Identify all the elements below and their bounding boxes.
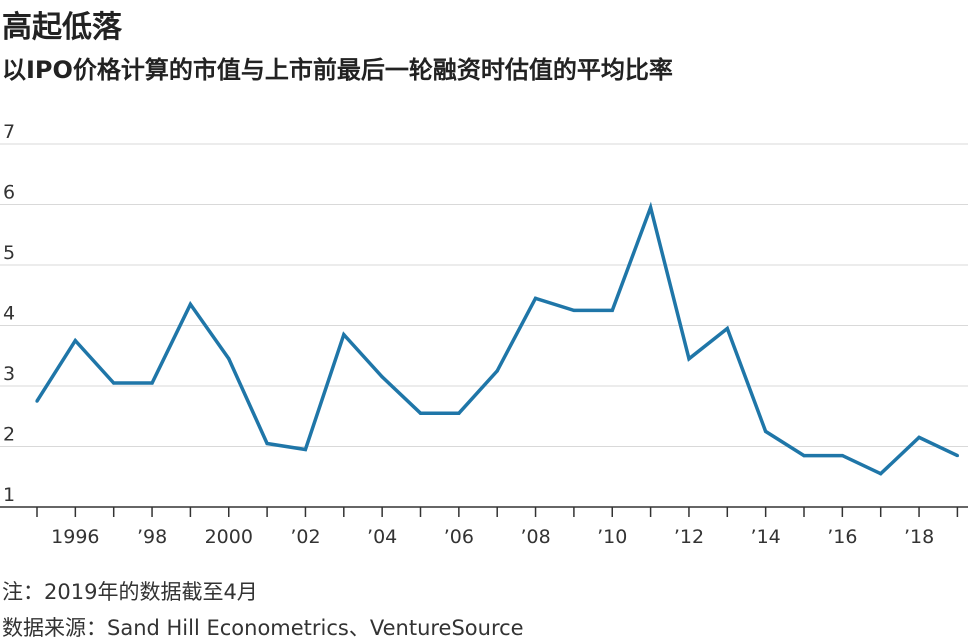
data-point [418, 411, 423, 415]
y-tick-label: 6 [3, 182, 15, 204]
data-point [303, 447, 308, 452]
x-tick-label: ’06 [444, 526, 474, 548]
data-point [649, 205, 653, 210]
x-tick-label: 1996 [51, 526, 99, 548]
x-tick-label: ’12 [674, 526, 704, 548]
y-tick-label: 4 [3, 303, 15, 325]
data-point [572, 308, 576, 312]
data-point [879, 472, 883, 476]
gridlines [0, 143, 968, 508]
x-tick-label: ’08 [520, 526, 550, 548]
x-tick-label: ’98 [137, 526, 167, 548]
x-tick-label: ’18 [904, 526, 934, 548]
y-tick-label: 5 [3, 242, 15, 264]
data-point [725, 326, 729, 331]
chart-title: 高起低落 [2, 10, 122, 45]
source-note: 数据来源：Sand Hill Econometrics、VentureSourc… [2, 616, 524, 640]
data-point [840, 453, 844, 458]
footnote: 注：2019年的数据截至4月 [2, 580, 258, 604]
chart-subtitle: 以IPO价格计算的市值与上市前最后一轮融资时估值的平均比率 [2, 56, 673, 84]
data-point [265, 441, 269, 446]
data-point [188, 302, 192, 306]
data-point [380, 375, 384, 379]
data-point [73, 339, 77, 343]
line-chart: 1 2 3 4 5 6 7 1996 ’98 2000 ’02 ’04 ’06 ’08 ’10 ’12 ’14… [0, 121, 968, 548]
y-tick-label: 2 [3, 424, 15, 446]
x-tick-label: ’16 [827, 526, 857, 548]
data-point [35, 399, 39, 403]
data-point [112, 381, 116, 385]
series-line [35, 201, 959, 476]
data-point [533, 296, 538, 300]
data-point [150, 381, 154, 385]
series-layer [35, 201, 960, 476]
y-axis-ticks: 1 2 3 4 5 6 7 [3, 121, 15, 506]
x-tick-label: ’10 [597, 526, 627, 548]
data-point [955, 453, 960, 458]
y-tick-label: 1 [3, 484, 15, 506]
data-point [764, 429, 768, 433]
x-tick-label: 2000 [205, 526, 253, 548]
x-tick-label: ’02 [290, 526, 320, 548]
x-axis-ticks: 1996 ’98 2000 ’02 ’04 ’06 ’08 ’10 ’12 ’14 ’16 ’18 [36, 507, 959, 548]
data-point [227, 357, 231, 361]
data-point [917, 435, 921, 440]
y-tick-label: 7 [3, 121, 15, 143]
data-point [495, 369, 499, 373]
y-tick-label: 3 [3, 363, 15, 385]
x-tick-label: ’04 [367, 526, 397, 548]
data-point [457, 411, 461, 415]
data-point [342, 332, 346, 337]
data-point [610, 308, 614, 312]
data-point [802, 453, 806, 458]
data-point [687, 357, 691, 361]
x-tick-label: ’14 [751, 526, 781, 548]
